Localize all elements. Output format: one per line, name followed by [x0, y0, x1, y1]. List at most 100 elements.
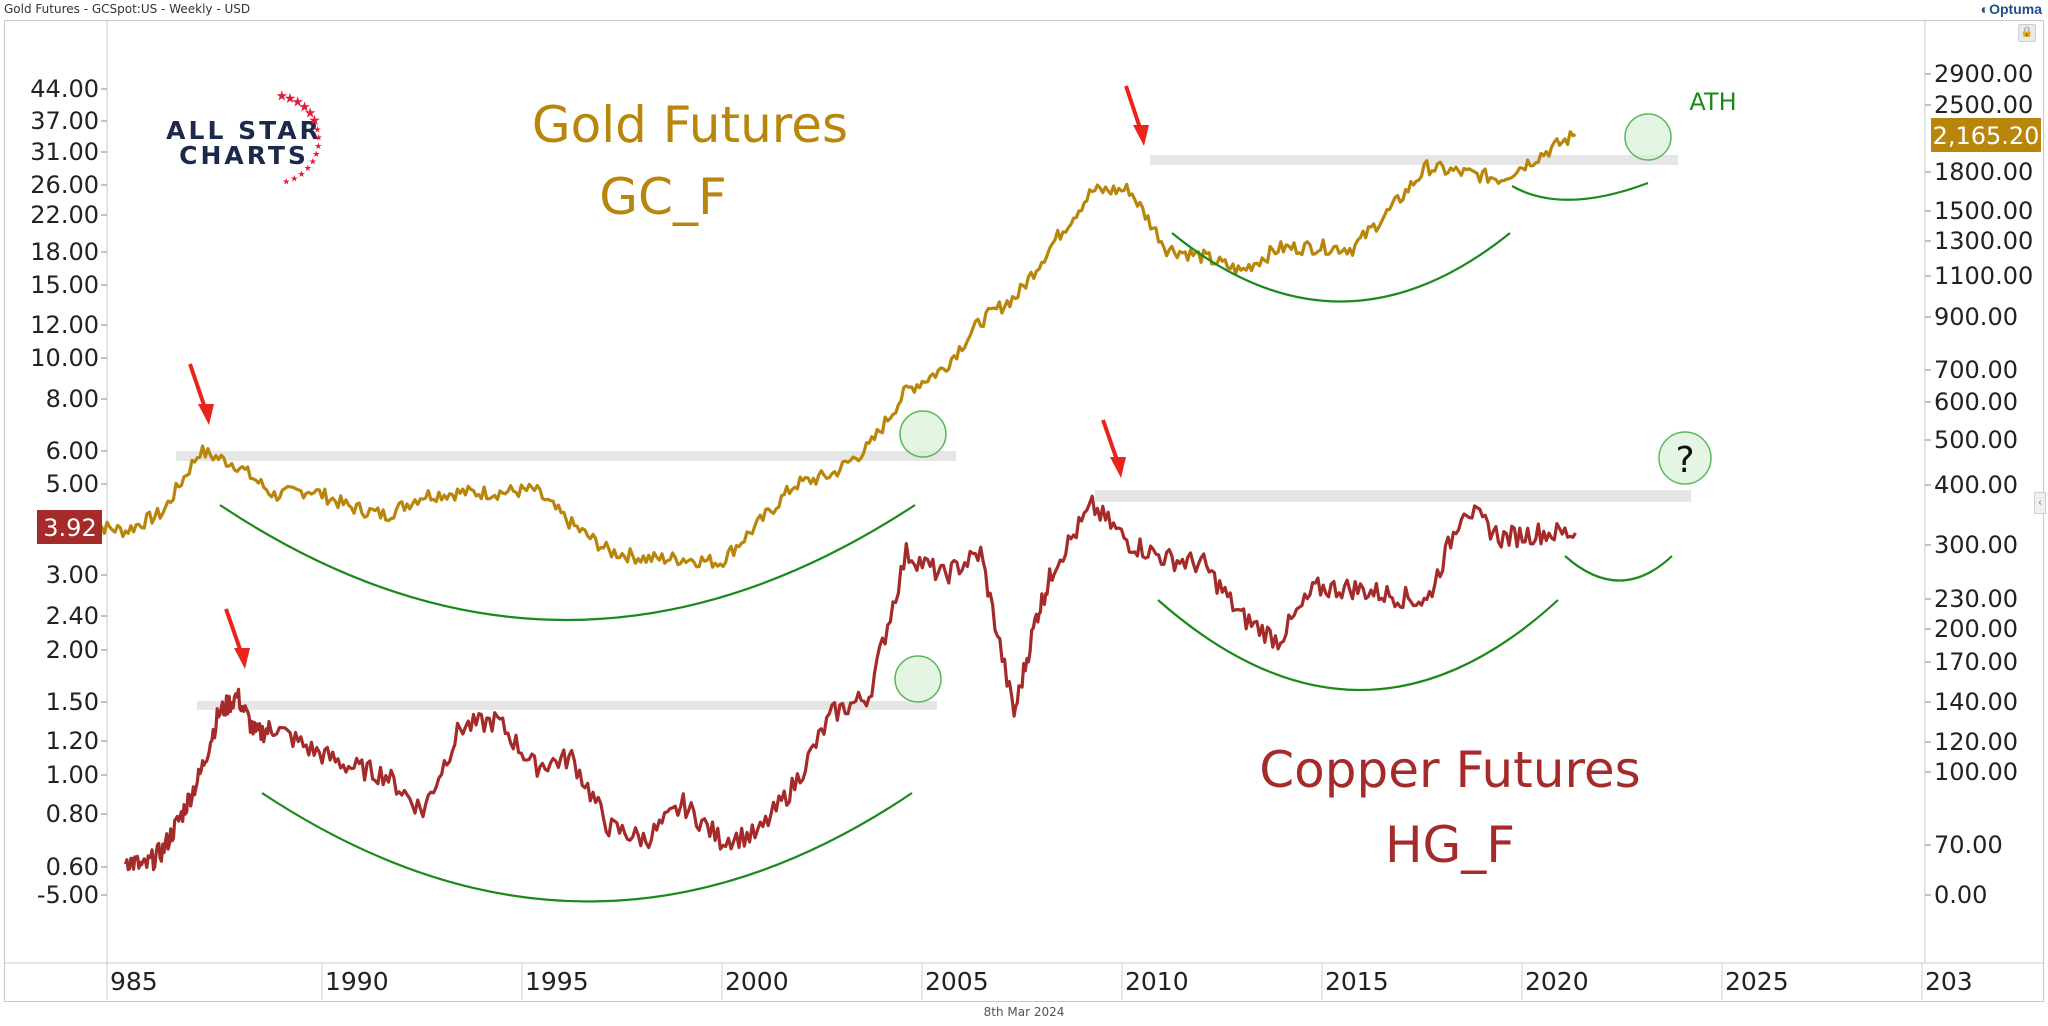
copper-breakout-circle-2005: [894, 655, 942, 703]
right-axis-tick-label: 170.00: [1934, 648, 2018, 676]
right-axis-tick-label: 120.00: [1934, 728, 2018, 756]
red-arrow-icon: [224, 608, 250, 669]
gold-breakout-circle-2005: [899, 410, 947, 458]
copper-question-circle: [1658, 431, 1712, 485]
gold-title-line1: Gold Futures: [532, 96, 848, 154]
x-axis-tick-label: 2025: [1725, 967, 1789, 996]
copper-last-value: 3.92: [43, 514, 96, 542]
left-axis-tick-label: 18.00: [30, 238, 99, 266]
right-axis-tick-label: 1100.00: [1934, 262, 2033, 290]
x-axis-tick-label: 2010: [1125, 967, 1189, 996]
cup-arcs: [219, 181, 1673, 903]
copper-cup-arc-3: [1564, 555, 1673, 582]
gold-resistance-2: [1150, 155, 1678, 165]
right-axis-tick-label: 200.00: [1934, 615, 2018, 643]
x-axis-tick-label: 2005: [925, 967, 989, 996]
right-axis-tick-label: 900.00: [1934, 303, 2018, 331]
logo-star-icon: ★: [308, 113, 321, 129]
copper-cup-arc-1: [261, 792, 913, 903]
gold-cup-arc-1: [219, 504, 916, 621]
copper-resistance-2: [1095, 490, 1691, 502]
right-axis-tick-label: 400.00: [1934, 471, 2018, 499]
logo-star-icon: ★: [284, 91, 297, 107]
copper-title-line2: HG_F: [1385, 816, 1515, 874]
logo-star-icon: ★: [309, 158, 317, 168]
x-axis-tick-label: 1990: [325, 967, 389, 996]
ath-label: ATH: [1689, 88, 1736, 116]
logo-star-icon: ★: [297, 170, 305, 180]
right-axis-tick-label: 2500.00: [1934, 91, 2033, 119]
gold-resistance-1: [176, 451, 956, 461]
x-axis-tick-label: 985: [110, 967, 158, 996]
right-axis-tick-label: 300.00: [1934, 531, 2018, 559]
gold-cup-arc-3: [1511, 181, 1649, 201]
left-axis-tick-label: 1.00: [46, 761, 99, 789]
copper-series-line: [124, 494, 1577, 872]
left-axis-tick-label: 31.00: [30, 138, 99, 166]
logo-star-icon: ★: [313, 126, 321, 136]
resistance-bands: [176, 155, 1691, 710]
left-axis-tick-label: 10.00: [30, 344, 99, 372]
question-mark-label: ?: [1675, 440, 1694, 481]
gold-title-line2: GC_F: [599, 168, 726, 226]
left-axis-tick-label: 2.00: [46, 636, 99, 664]
red-arrow-icon: [1101, 419, 1126, 478]
gold-series-line: [88, 130, 1577, 569]
optuma-logo-icon: ◐: [1980, 1, 1990, 17]
red-arrow-icon: [188, 363, 214, 425]
right-axis-tick-label: 2900.00: [1934, 60, 2033, 88]
right-axis-tick-label: 700.00: [1934, 356, 2018, 384]
right-axis-tick-label: 100.00: [1934, 758, 2018, 786]
left-axis-tick-label: 22.00: [30, 201, 99, 229]
right-axis-tick-label: 70.00: [1934, 831, 2003, 859]
right-axis-tick-label: 140.00: [1934, 688, 2018, 716]
logo-star-icon: ★: [304, 164, 312, 174]
optuma-brand: ◐Optuma: [1981, 1, 2042, 17]
copper-last-value-badge: [37, 510, 102, 544]
logo-star-icon: ★: [282, 177, 290, 187]
logo-star-icon: ★: [315, 134, 323, 144]
left-axis-tick-label: 5.00: [46, 470, 99, 498]
allstarcharts-logo: ALL STAR CHARTS ★★★★★★★★★★★★★★★: [166, 89, 323, 188]
breakout-circles: [894, 113, 1712, 703]
chart-date: 8th Mar 2024: [983, 1005, 1065, 1019]
left-axis-tick-label: 2.40: [46, 602, 99, 630]
left-axis-tick-label: 0.60: [46, 853, 99, 881]
red-arrow-icon: [1124, 85, 1149, 146]
x-axis-tick-label: 203: [1925, 967, 1973, 996]
right-axis-tick-label: 600.00: [1934, 388, 2018, 416]
right-axis-tick-label: 500.00: [1934, 426, 2018, 454]
logo-line1: ALL STAR: [166, 116, 322, 145]
logo-line2: CHARTS: [179, 141, 309, 170]
left-axis-tick-label: -5.00: [37, 881, 99, 909]
right-axis-tick-label: 1800.00: [1934, 158, 2033, 186]
logo-star-icon: ★: [298, 100, 311, 116]
collapse-panel-icon[interactable]: ‹: [2034, 492, 2046, 514]
copper-title-line1: Copper Futures: [1259, 741, 1640, 799]
left-axis-tick-label: 8.00: [46, 385, 99, 413]
left-axis-tick-label: 15.00: [30, 271, 99, 299]
x-axis: 985 1990 1995 2000 2005 2010 2015 2020 2025 203: [106, 963, 1973, 1000]
gold-last-value-badge: [1931, 118, 2041, 152]
x-axis-tick-label: 2000: [725, 967, 789, 996]
left-axis-tick-label: 1.20: [46, 727, 99, 755]
left-axis-tick-label: 44.00: [30, 75, 99, 103]
logo-star-icon: ★: [304, 106, 317, 122]
copper-cup-arc-2: [1157, 599, 1559, 691]
brand-label: Optuma: [1989, 1, 2042, 17]
right-axis-tick-label: 1300.00: [1934, 227, 2033, 255]
right-axis-tick-label: 230.00: [1934, 585, 2018, 613]
gold-last-value: 2,165.20: [1933, 122, 2040, 150]
x-axis-tick-label: 1995: [525, 967, 589, 996]
right-axis: 0.0070.00100.00120.00140.00170.00200.002…: [1925, 60, 2033, 909]
lock-icon[interactable]: 🔒: [2018, 24, 2036, 42]
chart-window-title: Gold Futures - GCSpot:US - Weekly - USD: [4, 2, 251, 16]
x-axis-tick-label: 2015: [1325, 967, 1389, 996]
red-arrows: [188, 85, 1149, 669]
left-axis-tick-label: 12.00: [30, 311, 99, 339]
logo-star-icon: ★: [290, 174, 298, 184]
left-axis-tick-label: 37.00: [30, 107, 99, 135]
logo-stars-icon: ★★★★★★★★★★★★★★★: [275, 89, 322, 188]
logo-star-icon: ★: [314, 142, 322, 152]
